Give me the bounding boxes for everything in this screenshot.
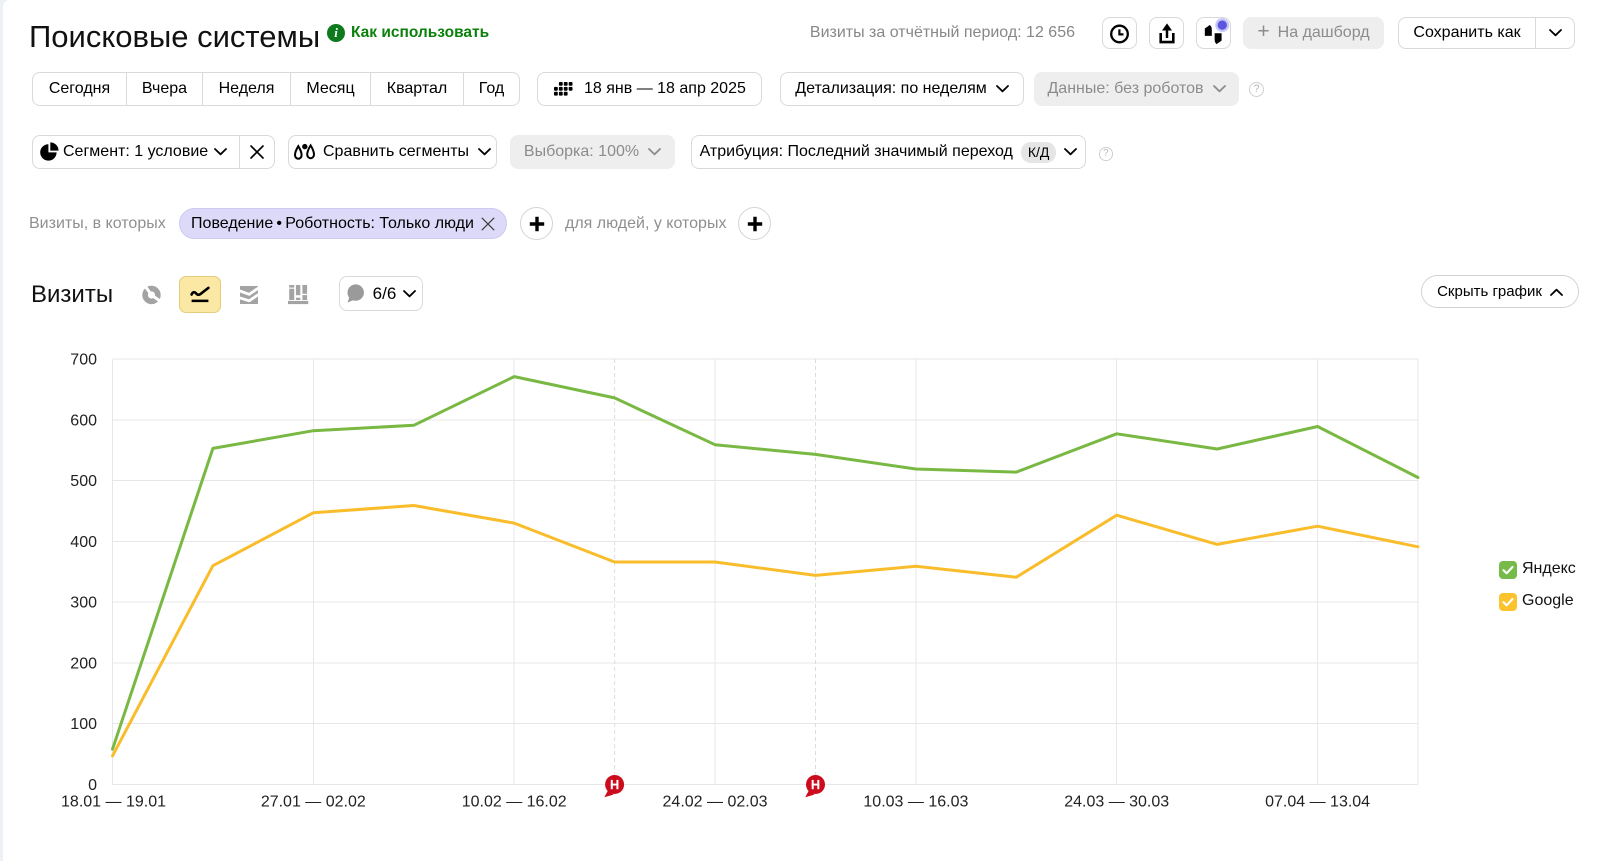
svg-text:700: 700: [70, 352, 97, 369]
svg-text:0: 0: [88, 777, 97, 794]
svg-text:100: 100: [70, 716, 97, 733]
svg-text:18.01 — 19.01: 18.01 — 19.01: [61, 794, 166, 811]
svg-text:600: 600: [70, 412, 97, 429]
svg-text:200: 200: [70, 655, 97, 672]
svg-text:24.03 — 30.03: 24.03 — 30.03: [1064, 794, 1169, 811]
svg-text:400: 400: [70, 534, 97, 551]
svg-text:300: 300: [70, 595, 97, 612]
svg-text:10.02 — 16.02: 10.02 — 16.02: [462, 794, 567, 811]
svg-text:24.02 — 02.03: 24.02 — 02.03: [663, 794, 768, 811]
svg-text:07.04 — 13.04: 07.04 — 13.04: [1265, 794, 1370, 811]
svg-text:500: 500: [70, 473, 97, 490]
svg-text:27.01 — 02.02: 27.01 — 02.02: [261, 794, 366, 811]
svg-text:10.03 — 16.03: 10.03 — 16.03: [863, 794, 968, 811]
